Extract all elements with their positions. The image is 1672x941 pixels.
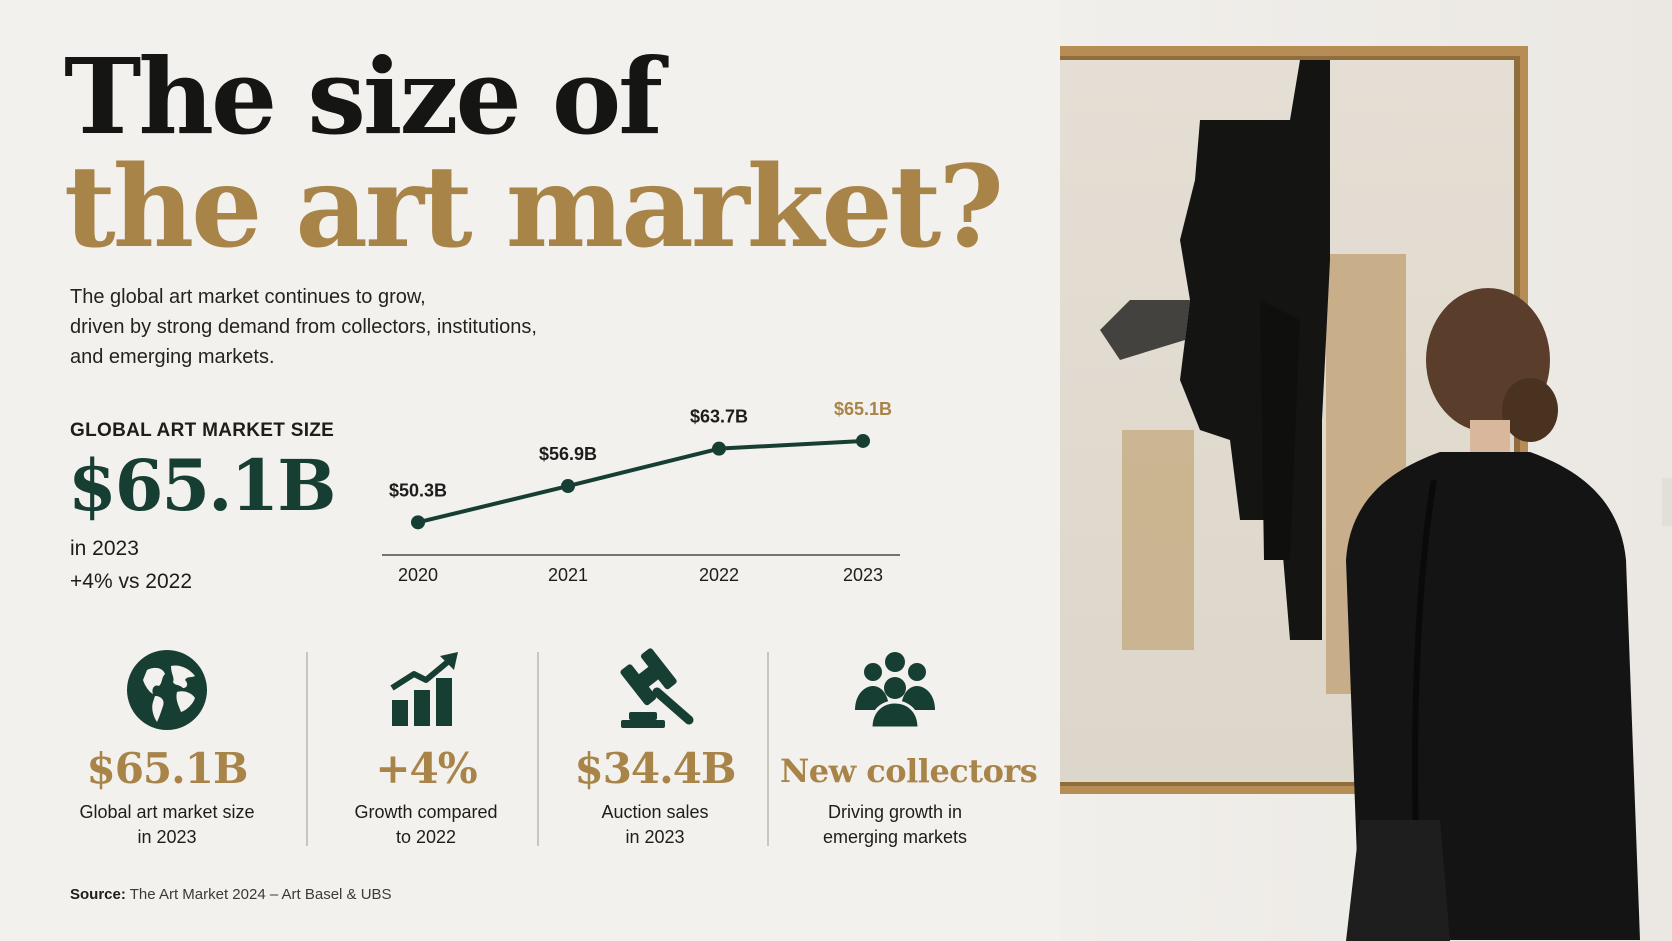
chart-x-tick-label: 2021 — [548, 565, 588, 585]
stat-description-line: in 2023 — [625, 827, 685, 847]
stat-growth: +4% Growth compared to 2022 — [320, 648, 532, 848]
market-size-growth: +4% vs 2022 — [70, 570, 193, 593]
market-size-label: GLOBAL ART MARKET SIZE — [70, 420, 335, 441]
page-title-line-1: The size of — [64, 35, 663, 158]
chart-data-point — [561, 479, 575, 494]
globe-icon — [127, 650, 207, 730]
stat-description-line: Growth compared — [354, 802, 498, 822]
stat-description-line: in 2023 — [137, 827, 197, 847]
stat-value: $65.1B — [86, 744, 248, 793]
chart-data-point — [411, 515, 425, 530]
stat-new-collectors: New collectors Driving growth in emergin… — [780, 648, 1038, 850]
stat-divider — [767, 652, 769, 846]
chart-x-tick-label: 2022 — [699, 565, 739, 585]
stat-value: +4% — [375, 744, 477, 793]
stat-divider — [306, 652, 308, 846]
gavel-icon — [620, 648, 694, 728]
chart-x-tick-label: 2020 — [398, 565, 438, 585]
stat-description: Auction sales in 2023 — [550, 800, 760, 850]
stat-auction-sales: $34.4B Auction sales in 2023 — [550, 648, 760, 848]
page-title-line-2: the art market? — [64, 142, 1004, 273]
chart-data-label: $63.7B — [690, 407, 748, 427]
stat-description-line: to 2022 — [395, 827, 457, 847]
chart-x-tick-label: 2023 — [843, 565, 883, 585]
stat-divider — [537, 652, 539, 846]
market-size-line-chart: $50.3B 2020 $56.9B 2021 $63.7B 2022 $65.1B 2023 — [382, 399, 900, 585]
intro-line: The global art market continues to grow, — [70, 286, 426, 308]
chart-data-label: $50.3B — [389, 480, 447, 500]
stat-description-line: Driving growth in — [827, 802, 963, 822]
stat-description: Driving growth in emerging markets — [780, 800, 1010, 850]
stat-description: Growth compared to 2022 — [320, 800, 532, 850]
intro-paragraph: The global art market continues to grow,… — [70, 282, 630, 372]
market-size-year: in 2023 — [70, 537, 139, 560]
stat-market-size: $65.1B Global art market size in 2023 — [62, 648, 272, 848]
chart-data-point — [712, 441, 726, 456]
stat-value: New collectors — [780, 752, 1038, 790]
source-note: Source: The Art Market 2024 – Art Basel … — [70, 886, 392, 903]
chart-data-label: $65.1B — [834, 399, 892, 419]
chart-series-line — [417, 438, 864, 525]
stat-value: $34.4B — [574, 744, 736, 793]
person-handbag — [1346, 820, 1450, 941]
stat-description-line: emerging markets — [822, 827, 968, 847]
growth-chart-icon — [390, 652, 458, 726]
chart-data-label: $56.9B — [539, 444, 597, 464]
stat-description: Global art market size in 2023 — [62, 800, 272, 850]
market-size-value: $65.1B — [68, 444, 336, 527]
intro-line: and emerging markets. — [70, 346, 275, 368]
gallery-photo-illustration — [1060, 0, 1672, 941]
source-label: Source: — [70, 886, 126, 903]
stat-description-line: Auction sales — [601, 802, 709, 822]
gallery-photo — [1060, 0, 1672, 941]
collectors-group-icon — [855, 652, 935, 730]
chart-data-point — [856, 433, 870, 448]
source-text: The Art Market 2024 – Art Basel & UBS — [129, 886, 392, 903]
intro-line: driven by strong demand from collectors,… — [70, 316, 537, 338]
stat-description-line: Global art market size — [79, 802, 255, 822]
